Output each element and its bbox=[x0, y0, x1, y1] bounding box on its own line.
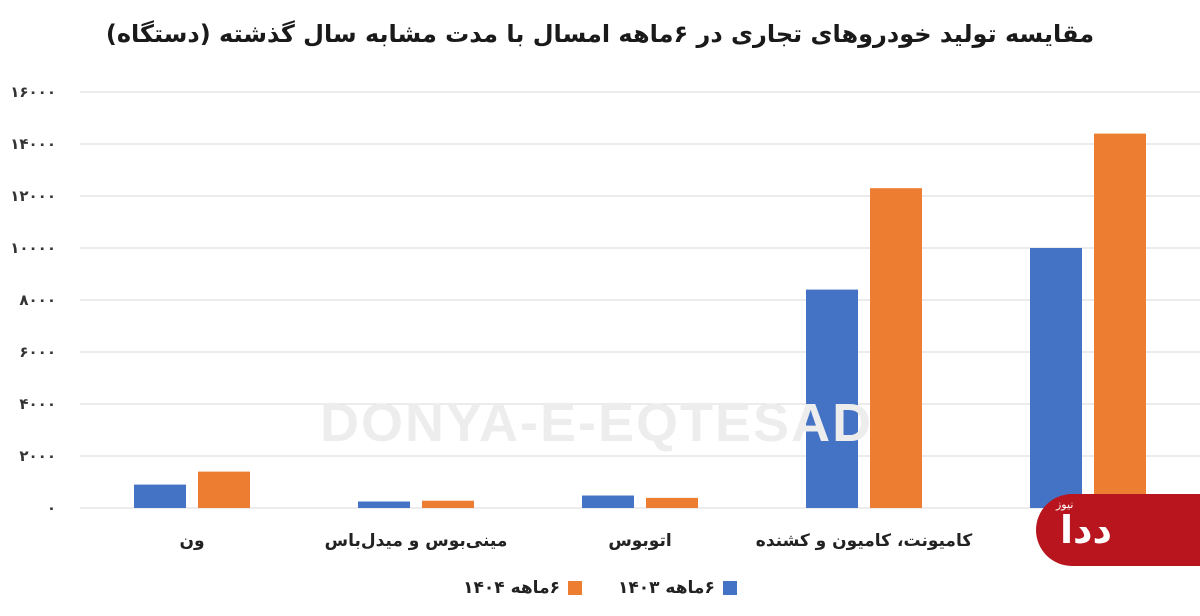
news-logo: نیوز ددا bbox=[1036, 494, 1200, 566]
y-tick-label: ۴۰۰۰ bbox=[19, 395, 56, 413]
bar bbox=[198, 471, 250, 508]
bar bbox=[1094, 133, 1146, 508]
logo-mark: ددا bbox=[1060, 508, 1113, 552]
x-category-label: اتوبوس bbox=[608, 531, 671, 551]
bar bbox=[134, 484, 186, 508]
watermark-text: DONYA-E-EQTESAD bbox=[320, 393, 874, 453]
y-tick-label: ۱۰۰۰۰ bbox=[10, 239, 56, 257]
logo-small-text: نیوز bbox=[1056, 498, 1074, 511]
y-tick-label: ۱۲۰۰۰ bbox=[10, 187, 56, 205]
legend-swatch-1403 bbox=[722, 581, 737, 595]
y-tick-label: ۰ bbox=[47, 499, 56, 517]
bar bbox=[1030, 248, 1082, 508]
chart-title: مقایسه تولید خودروهای تجاری در ۶ماهه امس… bbox=[105, 20, 1095, 48]
bar bbox=[870, 188, 922, 508]
bar bbox=[646, 497, 698, 508]
legend-label-1404: ۶ماهه ۱۴۰۴ bbox=[463, 578, 560, 598]
y-tick-label: ۱۶۰۰۰ bbox=[10, 83, 56, 101]
bar bbox=[806, 289, 858, 508]
x-category-label: ون bbox=[179, 531, 204, 551]
chart-legend: ۶ماهه ۱۴۰۳ ۶ماهه ۱۴۰۴ bbox=[0, 578, 1200, 598]
y-tick-label: ۲۰۰۰ bbox=[19, 447, 56, 465]
y-tick-label: ۶۰۰۰ bbox=[19, 343, 56, 361]
y-tick-label: ۸۰۰۰ bbox=[19, 291, 56, 309]
legend-item-1404: ۶ماهه ۱۴۰۴ bbox=[463, 578, 582, 598]
legend-label-1403: ۶ماهه ۱۴۰۳ bbox=[618, 578, 715, 598]
legend-swatch-1404 bbox=[568, 581, 582, 595]
bar bbox=[358, 501, 410, 508]
bar bbox=[422, 500, 474, 508]
legend-item-1403: ۶ماهه ۱۴۰۳ bbox=[618, 578, 737, 598]
x-category-label: کامیونت، کامیون و کشنده bbox=[756, 531, 973, 551]
x-category-label: مینی‌بوس و میدل‌باس bbox=[325, 531, 508, 551]
y-tick-label: ۱۴۰۰۰ bbox=[10, 135, 56, 153]
bar bbox=[582, 495, 634, 508]
